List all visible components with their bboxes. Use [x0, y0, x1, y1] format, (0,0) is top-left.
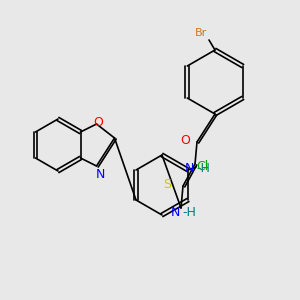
Text: O: O [180, 134, 190, 146]
Text: Cl: Cl [196, 160, 208, 172]
Text: O: O [94, 116, 103, 128]
Text: N: N [184, 161, 194, 175]
Text: N: N [96, 167, 105, 181]
Text: -H: -H [182, 206, 196, 218]
Text: S: S [163, 178, 171, 190]
Text: Br: Br [195, 28, 207, 38]
Text: N: N [170, 206, 180, 218]
Text: -H: -H [196, 161, 210, 175]
